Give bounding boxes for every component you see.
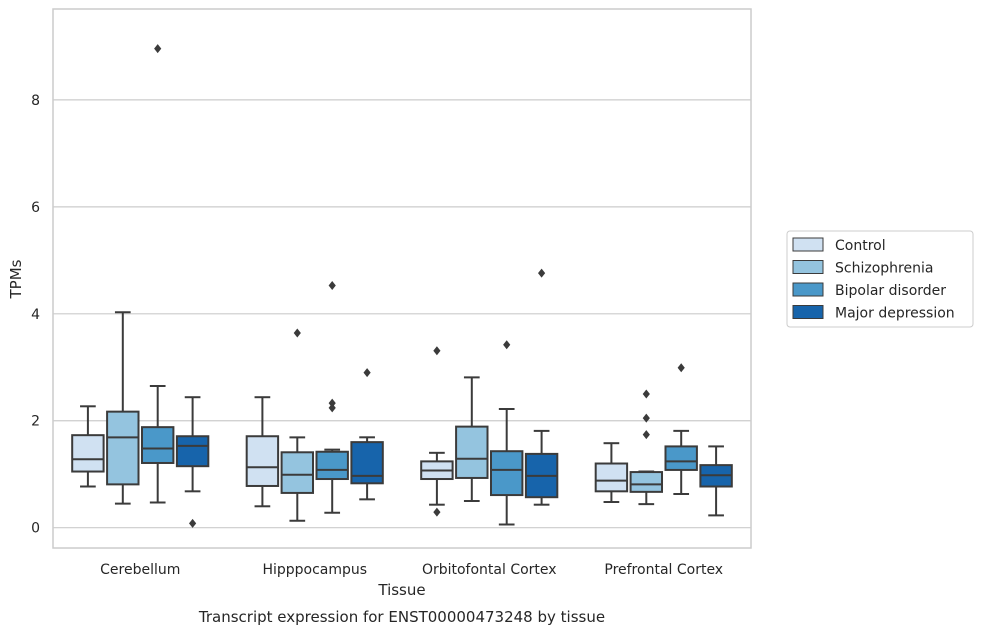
- legend-swatch: [792, 237, 824, 252]
- legend-item: Control: [792, 237, 886, 254]
- legend-swatch: [792, 305, 824, 319]
- outlier-point: [328, 398, 336, 408]
- legend-label: Major depression: [835, 306, 955, 322]
- box-control: [420, 346, 454, 517]
- box-body: [629, 471, 664, 493]
- outlier-point: [328, 403, 336, 413]
- boxes: [71, 44, 733, 528]
- box-body: [245, 435, 280, 487]
- box-body: [71, 434, 105, 473]
- box-body: [594, 462, 629, 493]
- box-body: [175, 435, 210, 468]
- outlier-point: [433, 346, 441, 356]
- box-major-depression: [350, 368, 384, 501]
- outlier-point: [677, 363, 685, 373]
- plot-area-frame: [52, 8, 752, 549]
- box-control: [245, 396, 280, 508]
- legend-frame: [786, 230, 974, 328]
- box-bipolar-disorder: [664, 363, 698, 495]
- box-schizophrenia: [455, 376, 489, 502]
- y-tick-label: 4: [31, 307, 40, 323]
- y-axis-ticks: 0 2 4 6 8: [31, 93, 40, 537]
- x-tick-label: Orbitofontal Cortex: [422, 562, 557, 578]
- box-body: [664, 445, 698, 471]
- outlier-point: [642, 413, 650, 423]
- y-tick-label: 8: [31, 93, 40, 109]
- y-axis-label: TPMs: [7, 259, 25, 299]
- legend-label: Schizophrenia: [835, 261, 933, 277]
- x-tick-label: Cerebellum: [100, 562, 180, 578]
- y-tick-label: 6: [31, 200, 40, 216]
- y-tick-label: 0: [31, 521, 40, 537]
- legend-item: Major depression: [792, 305, 955, 322]
- box-control: [594, 442, 629, 504]
- box-schizophrenia: [629, 389, 664, 506]
- legend-item: Bipolar disorder: [792, 282, 946, 299]
- legend: Control Schizophrenia Bipolar disorder Majo…: [786, 230, 974, 328]
- x-axis-ticks: Cerebellum Hipppocampus Orbitofontal Corte…: [100, 562, 723, 578]
- legend-item: Schizophrenia: [792, 260, 933, 277]
- box-body: [455, 425, 489, 479]
- y-tick-label: 2: [31, 414, 40, 430]
- box-major-depression: [699, 445, 733, 517]
- x-tick-label: Prefrontal Cortex: [604, 562, 723, 578]
- legend-label: Control: [835, 238, 886, 254]
- x-tick-label: Hipppocampus: [262, 562, 367, 578]
- outlier-point: [642, 430, 650, 440]
- box-schizophrenia: [106, 311, 140, 505]
- box-major-depression: [175, 396, 210, 528]
- legend-label: Bipolar disorder: [835, 283, 946, 299]
- x-axis-label: Tissue: [377, 581, 425, 599]
- outlier-point: [363, 368, 371, 378]
- legend-swatch: [792, 282, 824, 297]
- outlier-point: [189, 518, 197, 528]
- box-body: [140, 426, 175, 464]
- outlier-point: [154, 44, 162, 54]
- box-bipolar-disorder: [140, 44, 175, 504]
- box-body: [315, 450, 349, 481]
- outlier-point: [433, 507, 441, 517]
- box-body: [489, 450, 524, 497]
- box-bipolar-disorder: [315, 280, 349, 514]
- gridlines: [53, 99, 751, 529]
- legend-swatch: [792, 260, 824, 274]
- chart-caption: Transcript expression for ENST0000047324…: [198, 608, 605, 626]
- outlier-point: [642, 389, 650, 399]
- outlier-point: [293, 328, 301, 338]
- outlier-point: [328, 280, 336, 290]
- box-bipolar-disorder: [489, 340, 524, 526]
- box-schizophrenia: [280, 328, 315, 522]
- outlier-point: [538, 268, 546, 278]
- box-body: [106, 410, 140, 486]
- outlier-point: [503, 340, 511, 350]
- box-control: [71, 405, 105, 488]
- box-body: [280, 451, 315, 494]
- box-body: [350, 441, 384, 485]
- box-major-depression: [524, 268, 559, 506]
